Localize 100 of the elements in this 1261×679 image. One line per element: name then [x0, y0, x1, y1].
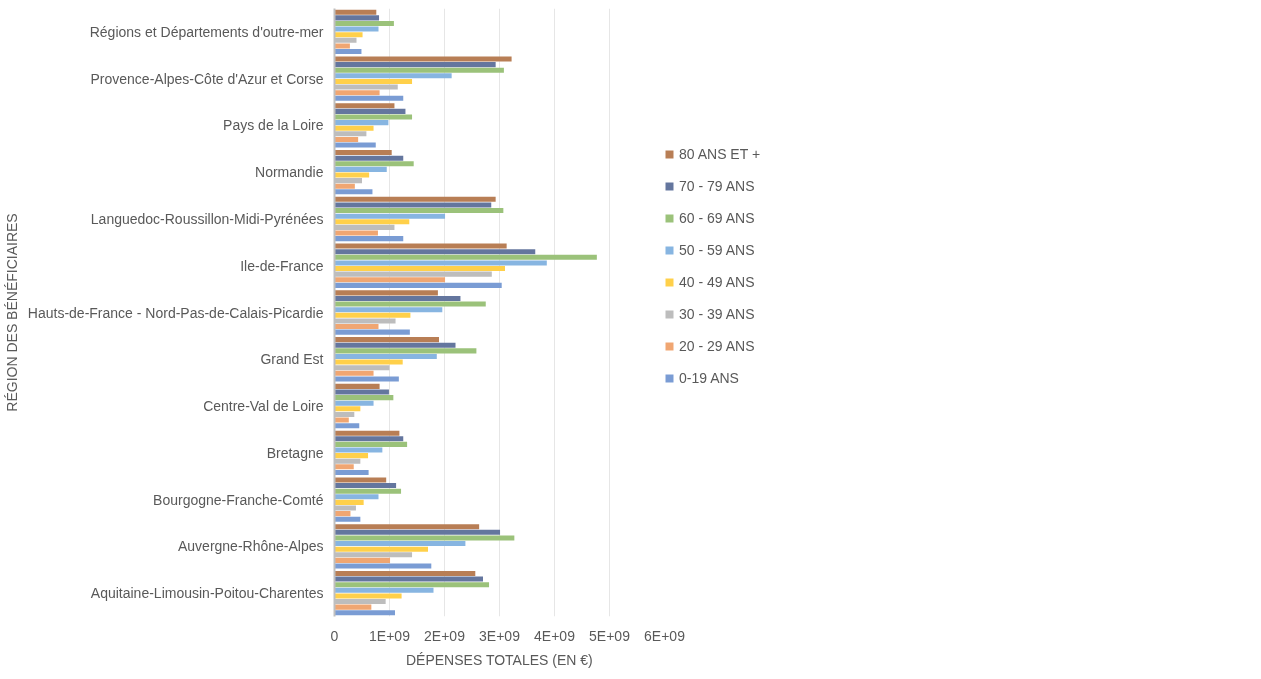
bar	[334, 483, 397, 489]
bar	[334, 604, 372, 610]
bar	[334, 453, 369, 459]
bar	[334, 150, 392, 156]
y-tick-label: Bretagne	[266, 444, 324, 461]
bar	[334, 353, 437, 359]
bar	[334, 43, 350, 49]
bar	[334, 183, 355, 189]
y-tick-label: Aquitaine-Limousin-Poitou-Charentes	[90, 585, 324, 602]
y-tick-label: Languedoc-Roussillon-Midi-Pyrénées	[90, 210, 324, 227]
bar	[334, 266, 505, 272]
bar	[334, 290, 438, 296]
x-tick-label: 3E+09	[479, 627, 521, 644]
bar	[334, 570, 476, 576]
bar	[334, 324, 379, 330]
bar	[334, 208, 504, 214]
bar	[334, 563, 432, 569]
bar	[334, 108, 406, 114]
x-tick-label: 0	[330, 627, 339, 644]
bar	[334, 213, 446, 219]
bar	[334, 488, 402, 494]
bar	[334, 469, 369, 475]
x-tick-label: 6E+09	[644, 627, 686, 644]
bar	[334, 56, 512, 62]
bar	[334, 9, 377, 15]
bar	[334, 383, 380, 389]
bar	[334, 516, 361, 522]
bar	[334, 125, 374, 131]
bar	[334, 535, 515, 541]
bar	[334, 329, 410, 335]
legend-label: 0-19 ANS	[679, 370, 739, 386]
bar	[334, 389, 389, 395]
bar	[334, 587, 434, 593]
bar	[334, 417, 349, 423]
y-tick-label: Auvergne-Rhône-Alpes	[177, 538, 324, 555]
bar	[334, 400, 374, 406]
bar	[334, 359, 403, 365]
bar	[334, 254, 597, 260]
bar	[334, 90, 380, 96]
bar	[334, 15, 380, 21]
bar	[334, 73, 452, 79]
legend-label: 30 - 39 ANS	[679, 306, 755, 322]
bar	[334, 260, 547, 266]
bar	[334, 342, 456, 348]
bar	[334, 114, 413, 120]
bar	[334, 436, 404, 442]
y-tick-label: Provence-Alpes-Côte d'Azur et Corse	[90, 70, 324, 87]
bar	[334, 546, 428, 552]
bar	[334, 499, 364, 505]
bar	[334, 249, 536, 255]
legend-label: 80 ANS ET +	[679, 146, 761, 162]
bar	[334, 172, 370, 178]
bar	[334, 376, 399, 382]
bar	[334, 582, 490, 588]
x-axis-title: DÉPENSES TOTALES (EN €)	[406, 651, 593, 668]
bar	[334, 430, 400, 436]
bar	[334, 464, 354, 470]
y-tick-label: Pays de la Loire	[223, 117, 324, 134]
bar	[334, 541, 466, 547]
x-tick-label: 5E+09	[589, 627, 631, 644]
bar	[334, 282, 502, 288]
bar	[334, 312, 411, 318]
y-tick-label: Hauts-de-France - Nord-Pas-de-Calais-Picardie	[27, 304, 324, 321]
bar	[334, 423, 360, 429]
x-tick-label: 4E+09	[534, 627, 576, 644]
bar	[334, 120, 389, 126]
bar	[334, 161, 414, 167]
bar	[334, 142, 376, 148]
bar	[334, 189, 373, 195]
bar	[334, 477, 387, 483]
bar	[334, 337, 439, 343]
y-tick-label: Bourgogne-Franche-Comté	[153, 491, 324, 508]
bar	[334, 230, 378, 236]
legend-label: 20 - 29 ANS	[679, 338, 755, 354]
bar	[334, 219, 410, 225]
bar	[334, 277, 446, 283]
y-tick-label: Régions et Départements d'outre-mer	[89, 23, 324, 40]
bar	[334, 196, 496, 202]
y-tick-label: Centre-Val de Loire	[203, 398, 324, 415]
bar	[334, 610, 395, 616]
bar	[334, 524, 480, 530]
x-tick-label: 1E+09	[369, 627, 411, 644]
bar	[334, 301, 486, 307]
bar	[334, 576, 483, 582]
legend-label: 70 - 79 ANS	[679, 178, 755, 194]
bar	[334, 447, 383, 453]
bar	[334, 166, 387, 172]
bar	[334, 202, 492, 208]
bar	[334, 26, 379, 32]
bar	[334, 103, 395, 109]
bar	[334, 395, 394, 401]
bar	[334, 406, 361, 412]
bar	[334, 307, 443, 313]
bar	[334, 441, 408, 447]
bar	[334, 529, 501, 535]
bar	[334, 557, 391, 563]
bar	[334, 136, 359, 142]
bar	[334, 32, 363, 38]
bar	[334, 243, 507, 249]
bar	[334, 49, 362, 55]
